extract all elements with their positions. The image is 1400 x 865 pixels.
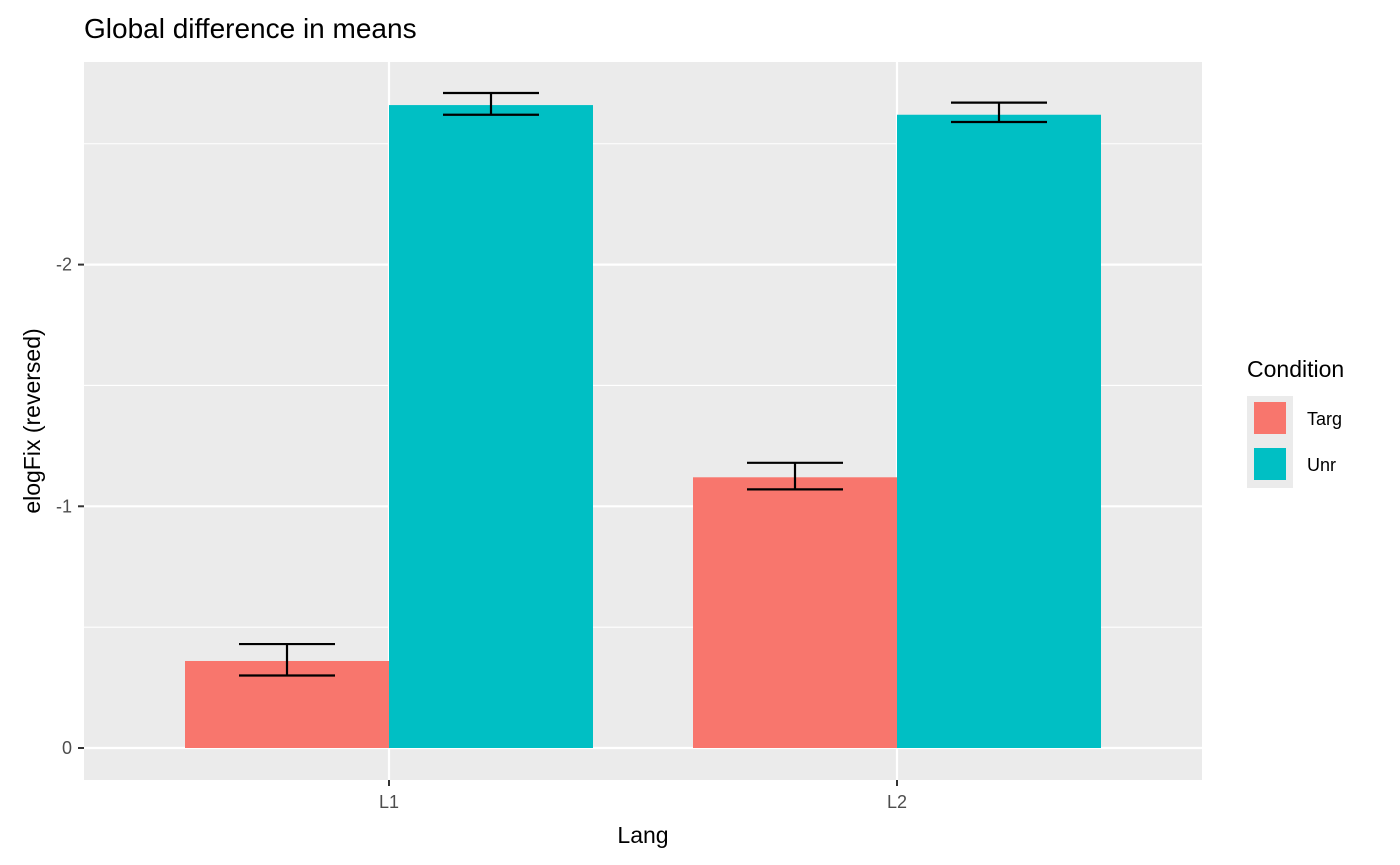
legend-swatch-targ	[1254, 402, 1286, 434]
errorbar-unr-l2	[951, 101, 1047, 124]
errorbar-unr-l1	[443, 91, 539, 116]
errorbar-targ-l1	[239, 642, 335, 677]
y-tick-label: -1	[56, 496, 72, 516]
chart-title: Global difference in means	[84, 13, 417, 44]
x-axis: L1 L2	[379, 780, 907, 812]
legend-swatch-unr	[1254, 448, 1286, 480]
bar-unr-l1	[389, 105, 593, 748]
x-tick-label: L2	[887, 792, 907, 812]
y-axis: 0 -1 -2	[56, 255, 84, 758]
legend-title: Condition	[1247, 356, 1344, 382]
y-axis-title: elogFix (reversed)	[19, 328, 45, 513]
x-axis-title: Lang	[617, 822, 668, 848]
y-tick-label: 0	[62, 738, 72, 758]
legend-label-unr: Unr	[1307, 455, 1336, 475]
legend-label-targ: Targ	[1307, 409, 1342, 429]
y-tick-label: -2	[56, 255, 72, 275]
errorbar-layer	[239, 91, 1047, 677]
legend: Condition Targ Unr	[1247, 356, 1344, 488]
bar-targ-l2	[693, 477, 897, 748]
bar-unr-l2	[897, 114, 1101, 749]
legend-items: Targ Unr	[1247, 396, 1342, 488]
bar-layer	[185, 105, 1101, 749]
x-tick-label: L1	[379, 792, 399, 812]
errorbar-targ-l2	[747, 461, 843, 491]
